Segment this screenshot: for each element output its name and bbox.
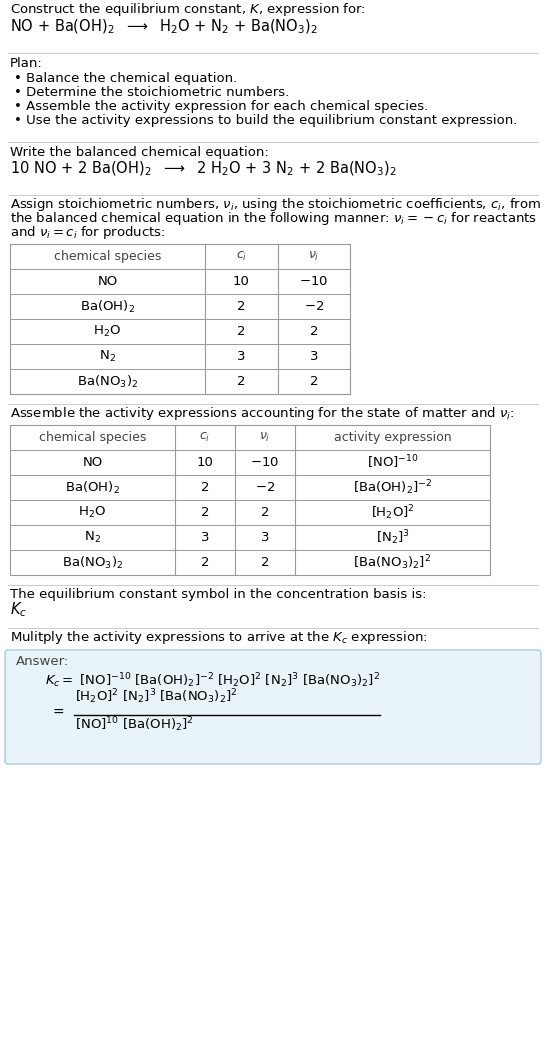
Text: Assign stoichiometric numbers, $\nu_i$, using the stoichiometric coefficients, $: Assign stoichiometric numbers, $\nu_i$, … xyxy=(10,196,541,213)
Text: N$_2$: N$_2$ xyxy=(99,349,116,364)
Text: 2: 2 xyxy=(261,556,269,569)
Text: 2: 2 xyxy=(201,481,209,494)
Text: Ba(OH)$_2$: Ba(OH)$_2$ xyxy=(65,479,120,496)
Text: NO: NO xyxy=(82,456,103,469)
Text: • Use the activity expressions to build the equilibrium constant expression.: • Use the activity expressions to build … xyxy=(14,114,518,127)
Text: $=$: $=$ xyxy=(50,704,65,718)
Text: 3: 3 xyxy=(261,531,269,544)
Text: Answer:: Answer: xyxy=(16,655,69,668)
Text: 3: 3 xyxy=(310,350,318,363)
Text: H$_2$O: H$_2$O xyxy=(79,505,106,520)
Text: [H$_2$O]$^2$ [N$_2$]$^3$ [Ba(NO$_3$)$_2$]$^2$: [H$_2$O]$^2$ [N$_2$]$^3$ [Ba(NO$_3$)$_2$… xyxy=(75,688,238,706)
Text: N$_2$: N$_2$ xyxy=(84,530,101,545)
Bar xyxy=(10,244,350,394)
Text: H$_2$O: H$_2$O xyxy=(93,324,122,339)
Text: [NO]$^{-10}$: [NO]$^{-10}$ xyxy=(366,454,418,472)
Text: Ba(NO$_3$)$_2$: Ba(NO$_3$)$_2$ xyxy=(62,555,123,571)
Text: Plan:: Plan: xyxy=(10,57,43,69)
Text: 3: 3 xyxy=(238,350,246,363)
Text: 2: 2 xyxy=(310,325,318,338)
Text: 2: 2 xyxy=(201,556,209,569)
Text: • Balance the chemical equation.: • Balance the chemical equation. xyxy=(14,72,238,85)
Text: $\nu_i$: $\nu_i$ xyxy=(259,431,271,444)
Text: 2: 2 xyxy=(238,375,246,388)
Text: Ba(OH)$_2$: Ba(OH)$_2$ xyxy=(80,298,135,315)
Text: $c_i$: $c_i$ xyxy=(236,250,247,263)
Text: The equilibrium constant symbol in the concentration basis is:: The equilibrium constant symbol in the c… xyxy=(10,588,426,601)
Text: $K_c$: $K_c$ xyxy=(10,600,27,619)
Text: [Ba(OH)$_2$]$^{-2}$: [Ba(OH)$_2$]$^{-2}$ xyxy=(353,478,432,497)
Text: 2: 2 xyxy=(201,506,209,519)
Text: 10: 10 xyxy=(233,275,250,289)
Text: [NO]$^{10}$ [Ba(OH)$_2$]$^2$: [NO]$^{10}$ [Ba(OH)$_2$]$^2$ xyxy=(75,715,194,734)
Text: Assemble the activity expressions accounting for the state of matter and $\nu_i$: Assemble the activity expressions accoun… xyxy=(10,405,515,422)
Text: chemical species: chemical species xyxy=(54,250,161,263)
FancyBboxPatch shape xyxy=(5,650,541,764)
Text: 3: 3 xyxy=(201,531,209,544)
Text: 2: 2 xyxy=(238,325,246,338)
Text: $-$2: $-$2 xyxy=(304,300,324,313)
Text: 10: 10 xyxy=(197,456,213,469)
Text: Write the balanced chemical equation:: Write the balanced chemical equation: xyxy=(10,146,269,159)
Text: 10 NO + 2 Ba(OH)$_2$  $\longrightarrow$  2 H$_2$O + 3 N$_2$ + 2 Ba(NO$_3$)$_2$: 10 NO + 2 Ba(OH)$_2$ $\longrightarrow$ 2… xyxy=(10,159,397,178)
Text: Construct the equilibrium constant, $K$, expression for:: Construct the equilibrium constant, $K$,… xyxy=(10,1,366,18)
Text: $K_c = $ [NO]$^{-10}$ [Ba(OH)$_2$]$^{-2}$ [H$_2$O]$^2$ [N$_2$]$^3$ [Ba(NO$_3$)$_: $K_c = $ [NO]$^{-10}$ [Ba(OH)$_2$]$^{-2}… xyxy=(45,671,380,690)
Text: 2: 2 xyxy=(261,506,269,519)
Text: 2: 2 xyxy=(310,375,318,388)
Text: [H$_2$O]$^2$: [H$_2$O]$^2$ xyxy=(371,503,414,522)
Text: activity expression: activity expression xyxy=(334,431,452,444)
Text: [N$_2$]$^3$: [N$_2$]$^3$ xyxy=(376,529,410,547)
Text: Ba(NO$_3$)$_2$: Ba(NO$_3$)$_2$ xyxy=(77,374,138,390)
Bar xyxy=(10,425,490,575)
Text: chemical species: chemical species xyxy=(39,431,146,444)
Text: 2: 2 xyxy=(238,300,246,313)
Text: • Assemble the activity expression for each chemical species.: • Assemble the activity expression for e… xyxy=(14,100,428,113)
Text: and $\nu_i = c_i$ for products:: and $\nu_i = c_i$ for products: xyxy=(10,224,165,241)
Text: $\nu_i$: $\nu_i$ xyxy=(308,250,320,263)
Text: Mulitply the activity expressions to arrive at the $K_c$ expression:: Mulitply the activity expressions to arr… xyxy=(10,629,428,645)
Text: NO + Ba(OH)$_2$  $\longrightarrow$  H$_2$O + N$_2$ + Ba(NO$_3$)$_2$: NO + Ba(OH)$_2$ $\longrightarrow$ H$_2$O… xyxy=(10,17,318,36)
Text: $c_i$: $c_i$ xyxy=(199,431,211,444)
Text: $-$2: $-$2 xyxy=(255,481,275,494)
Text: $-$10: $-$10 xyxy=(251,456,280,469)
Text: NO: NO xyxy=(97,275,117,289)
Text: • Determine the stoichiometric numbers.: • Determine the stoichiometric numbers. xyxy=(14,86,289,99)
Text: $-$10: $-$10 xyxy=(300,275,329,289)
Text: the balanced chemical equation in the following manner: $\nu_i = -c_i$ for react: the balanced chemical equation in the fo… xyxy=(10,210,537,227)
Text: [Ba(NO$_3$)$_2$]$^2$: [Ba(NO$_3$)$_2$]$^2$ xyxy=(353,553,431,572)
